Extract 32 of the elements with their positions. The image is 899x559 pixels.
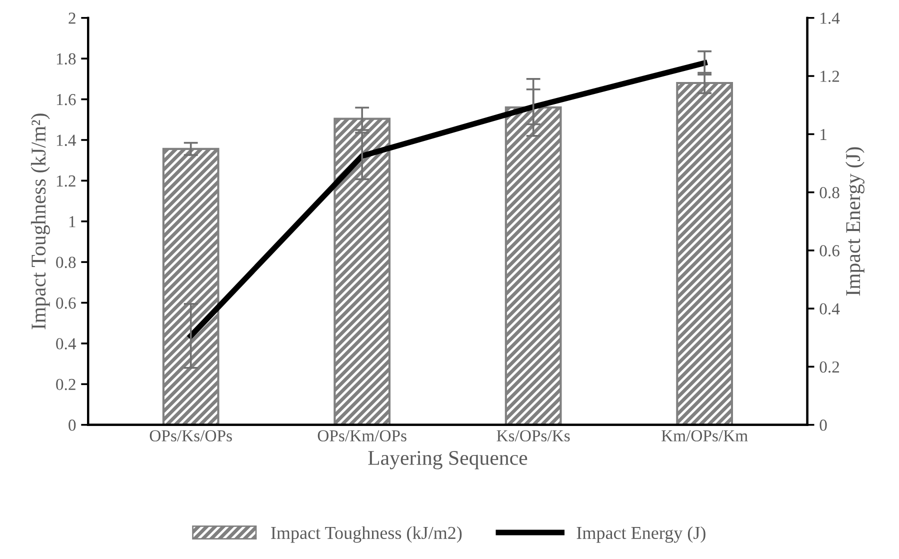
x-tick-label: Ks/OPs/Ks (496, 430, 570, 442)
x-tick-label: Km/OPs/Km (662, 430, 748, 442)
legend-label: Impact Energy (J) (576, 526, 706, 543)
y-tick-label: 1 (69, 216, 76, 228)
y-tick-label: 1.6 (56, 94, 76, 106)
legend-label: Impact Toughness (kJ/m2) (271, 526, 462, 543)
y-tick-label: 0.4 (56, 338, 76, 350)
y-tick-label: 0 (68, 420, 76, 431)
y2-tick-label: 0.8 (820, 186, 840, 198)
y-tick-label: 1.8 (56, 53, 76, 65)
y-tick-label: 1.2 (56, 175, 76, 187)
x-tick-label: OPs/Km/OPs (318, 430, 406, 442)
y2-axis-title: Impact Energy (J) (845, 147, 864, 296)
y-axis-title: Impact Toughness (kJ/m²) (30, 114, 50, 330)
bar (504, 106, 562, 425)
y2-tick-label: 1 (820, 128, 826, 140)
y2-tick-label: 1.4 (820, 12, 840, 24)
x-tick-label: OPs/Ks/OPs (150, 430, 232, 442)
y2-tick-label: 0.4 (820, 303, 840, 315)
bar (334, 118, 391, 425)
y-tick-label: 1.4 (56, 134, 76, 146)
y-tick-label: 0.8 (56, 256, 76, 268)
y-tick-label: 0.6 (56, 297, 76, 309)
y2-tick-label: 1.2 (820, 70, 840, 82)
x-axis-title: Layering Sequence (368, 450, 528, 470)
y-tick-label: 2 (68, 12, 76, 24)
bar (676, 82, 733, 425)
y2-tick-label: 0.6 (820, 245, 840, 256)
y2-tick-label: 0.2 (820, 361, 840, 373)
bar (162, 148, 220, 425)
y-tick-label: 0.2 (56, 378, 76, 390)
y2-tick-label: 0 (820, 420, 827, 431)
